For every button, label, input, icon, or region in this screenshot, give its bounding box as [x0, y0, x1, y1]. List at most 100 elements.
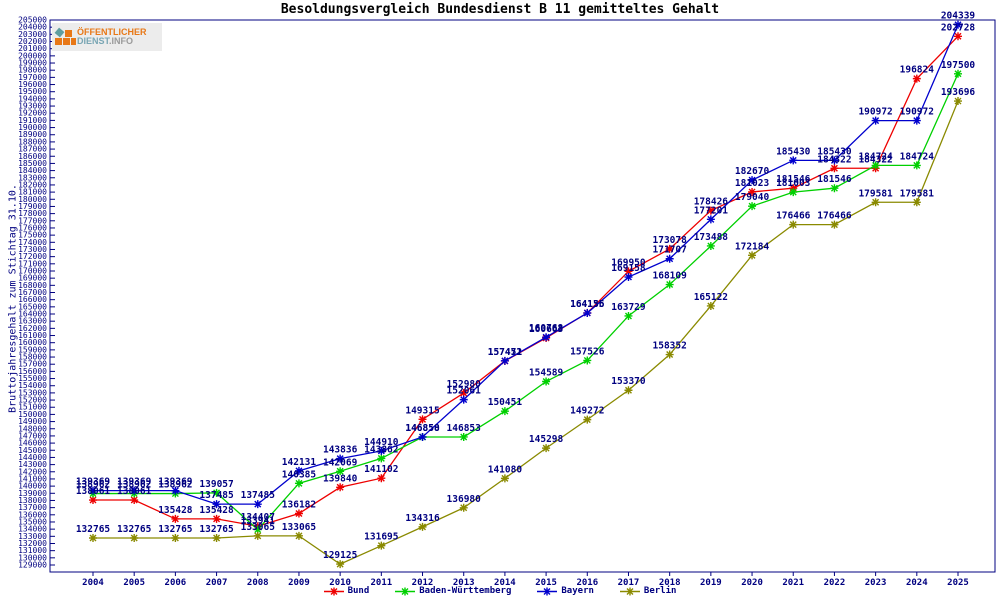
data-point-label: 181546	[817, 174, 852, 185]
data-point-label: 132765	[199, 524, 234, 535]
x-tick-label: 2024	[906, 578, 928, 588]
data-point-label: 185430	[817, 146, 852, 157]
data-point-label: 134407	[241, 512, 275, 523]
data-point-label: 165122	[694, 292, 728, 303]
data-point-label: 142069	[323, 457, 358, 468]
series-labels-bayern: 139369 139369 139369 137485 137485 142131 1438…	[76, 11, 976, 501]
data-point-label: 139369	[76, 477, 111, 488]
data-point-marker	[336, 467, 345, 476]
data-point-label: 149272	[570, 406, 604, 417]
data-point-label: 158352	[653, 341, 687, 352]
data-point-label: 145298	[529, 434, 564, 445]
y-tick-label: 199000	[18, 59, 47, 68]
data-point-label: 202728	[941, 22, 976, 33]
data-point-marker	[377, 474, 386, 483]
data-point-label: 146853	[447, 423, 482, 434]
y-tick-label: 139000	[18, 489, 47, 498]
logo-line2a: DIENST	[77, 36, 110, 46]
data-point-label: 177201	[694, 205, 729, 216]
x-tick-label: 2013	[453, 578, 475, 588]
data-point-label: 182670	[735, 166, 770, 177]
chart-legend: Bund Baden-Württemberg Bayern Berlin	[0, 586, 1000, 596]
series-line-berlin	[93, 100, 959, 565]
series-points-bayern	[89, 20, 962, 509]
y-tick-label: 177000	[18, 216, 47, 225]
y-tick-label: 161000	[18, 331, 47, 340]
logo-icon	[54, 27, 76, 46]
legend-marker-bayern	[537, 587, 558, 595]
y-tick-label: 142000	[18, 467, 47, 476]
data-point-marker	[871, 116, 880, 125]
y-tick-label: 202000	[18, 37, 47, 46]
data-point-marker	[294, 466, 303, 475]
data-point-marker	[377, 541, 386, 550]
data-point-label: 154589	[529, 367, 564, 378]
data-point-label: 173488	[694, 232, 729, 243]
data-point-label: 132765	[117, 524, 152, 535]
y-tick-label: 187000	[18, 145, 47, 154]
y-tick-label: 189000	[18, 130, 47, 139]
data-point-label: 141080	[488, 464, 523, 475]
series-labels-berlin: 132765 132765 132765 132765 133065 133065 1291…	[76, 87, 976, 561]
site-logo[interactable]: ÖFFENTLICHER DIENST.INFO	[52, 23, 162, 51]
y-tick-label: 141000	[18, 474, 47, 483]
data-point-label: 160768	[529, 323, 564, 334]
series-line-baden-w-rttemberg	[93, 73, 959, 531]
data-point-label: 131695	[364, 532, 399, 543]
data-point-marker	[748, 202, 757, 211]
y-tick-label: 147000	[18, 431, 47, 440]
y-tick-label: 143000	[18, 460, 47, 469]
data-point-marker	[748, 187, 757, 196]
y-tick-label: 156000	[18, 367, 47, 376]
y-tick-label: 186000	[18, 152, 47, 161]
data-point-label: 184724	[858, 151, 893, 162]
data-point-label: 190972	[900, 107, 934, 118]
y-tick-label: 195000	[18, 87, 47, 96]
data-point-label: 176466	[817, 211, 852, 222]
data-point-marker	[830, 164, 839, 173]
data-point-marker	[665, 350, 674, 359]
data-point-marker	[624, 267, 633, 276]
data-point-marker	[789, 156, 798, 165]
data-point-label: 179581	[900, 188, 935, 199]
x-tick-label: 2023	[865, 578, 887, 588]
y-tick-label: 198000	[18, 66, 47, 75]
data-point-marker	[665, 254, 674, 263]
y-tick-label: 205000	[18, 16, 47, 25]
y-tick-label: 170000	[18, 266, 47, 275]
data-point-marker	[954, 97, 962, 106]
x-tick-label: 2007	[206, 578, 228, 588]
x-tick-label: 2021	[782, 578, 804, 588]
y-tick-label: 193000	[18, 102, 47, 111]
data-point-label: 139369	[117, 477, 152, 488]
logo-line1: ÖFFENTLICHER	[77, 27, 147, 37]
y-tick-label: 192000	[18, 109, 47, 118]
data-point-marker	[377, 454, 386, 463]
data-point-label: 146858	[405, 423, 440, 434]
data-point-marker	[706, 301, 715, 310]
data-point-marker	[954, 20, 962, 29]
data-point-label: 136980	[447, 494, 482, 505]
data-point-marker	[212, 500, 221, 509]
data-point-marker	[130, 496, 139, 505]
y-tick-label: 145000	[18, 446, 47, 455]
x-tick-label: 2011	[370, 578, 392, 588]
data-point-marker	[171, 514, 180, 523]
y-tick-label: 166000	[18, 295, 47, 304]
y-tick-label: 184000	[18, 166, 47, 175]
y-tick-label: 159000	[18, 345, 47, 354]
data-point-label: 185430	[776, 146, 811, 157]
y-tick-label: 157000	[18, 360, 47, 369]
data-point-label: 204339	[941, 11, 976, 22]
y-tick-label: 175000	[18, 231, 47, 240]
data-point-marker	[253, 531, 262, 540]
y-tick-label: 201000	[18, 44, 47, 53]
data-point-marker	[583, 309, 592, 318]
data-point-label: 138962	[158, 480, 192, 491]
data-point-label: 172184	[735, 241, 770, 252]
data-point-marker	[542, 444, 551, 453]
data-point-label: 184724	[900, 151, 935, 162]
data-point-marker	[500, 474, 509, 483]
data-point-marker	[542, 377, 551, 386]
data-point-label: 146850	[405, 423, 440, 434]
